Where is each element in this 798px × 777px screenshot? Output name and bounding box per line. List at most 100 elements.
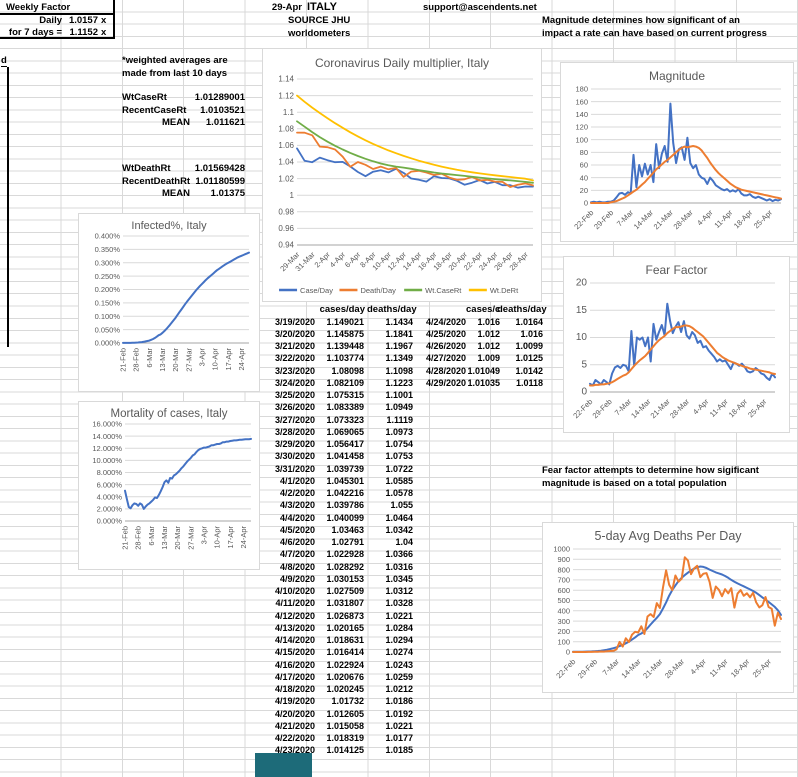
- table-cell[interactable]: 4/24/2020: [425, 316, 466, 327]
- support-email-cell[interactable]: support@ascendents.net: [423, 2, 537, 13]
- table-cell[interactable]: 1.045301: [326, 475, 364, 486]
- table-cell[interactable]: 1.1119: [386, 414, 413, 425]
- fear-factor-chart[interactable]: Fear Factor 0 5 10 15 20 22-Feb 29-Feb 7-Mar 14-M…: [563, 256, 790, 433]
- table-cell[interactable]: 1.0973: [385, 426, 413, 437]
- table-cell[interactable]: 1.012605: [326, 708, 364, 719]
- table-cell[interactable]: 3/25/2020: [274, 390, 315, 400]
- table-row[interactable]: 4/14/2020 1.018631 1.0294: [262, 634, 413, 646]
- table-cell[interactable]: 1.056417: [326, 439, 364, 449]
- table-cell[interactable]: 1.0177: [385, 733, 413, 743]
- country-cell[interactable]: ITALY: [307, 1, 337, 13]
- table-row[interactable]: 4/21/2020 1.015058 1.0221: [262, 720, 413, 732]
- wtcasert-value[interactable]: 1.01289001: [194, 92, 245, 103]
- table-row[interactable]: 3/31/2020 1.039739 1.0722: [262, 463, 413, 475]
- table-cell[interactable]: 4/12/2020: [274, 610, 315, 621]
- table-row[interactable]: 3/28/2020 1.069065 1.0973: [262, 426, 413, 438]
- table-cell[interactable]: 1.039739: [326, 463, 364, 474]
- table-cell[interactable]: 1.0125: [515, 353, 543, 364]
- table-cell[interactable]: 1.083389: [326, 402, 364, 413]
- table-cell[interactable]: 4/27/2020: [425, 353, 466, 364]
- table-row[interactable]: 4/5/2020 1.03463 1.0342: [262, 524, 413, 536]
- table-cell[interactable]: 1.0099: [515, 341, 543, 351]
- table-cell[interactable]: 1.0366: [385, 549, 413, 560]
- table-cell[interactable]: 4/7/2020: [279, 549, 315, 560]
- table-cell[interactable]: 4/13/2020: [274, 622, 315, 633]
- table-cell[interactable]: 1.0186: [385, 696, 413, 707]
- table-cell[interactable]: 1.040099: [326, 512, 364, 523]
- table-cell[interactable]: 4/22/2020: [274, 733, 315, 743]
- magnitude-chart[interactable]: Magnitude 0 20 40 60 80 100 120 140 160 180 22-Feb 2…: [560, 62, 794, 242]
- table-row[interactable]: 4/6/2020 1.02791 1.04: [262, 536, 413, 548]
- table-cell[interactable]: 1.0221: [385, 610, 413, 621]
- table-cell[interactable]: 1.055: [390, 500, 413, 511]
- table-cell[interactable]: 1.026873: [326, 610, 364, 621]
- table-cell[interactable]: 4/10/2020: [274, 586, 315, 596]
- table-cell[interactable]: 1.0585: [385, 475, 413, 486]
- table-cell[interactable]: 3/20/2020: [274, 328, 315, 339]
- source-line2-cell[interactable]: worldometers: [288, 27, 351, 39]
- table-row[interactable]: 3/27/2020 1.073323 1.1119: [262, 414, 413, 426]
- wtcasert-label[interactable]: WtCaseRt: [122, 92, 167, 103]
- table-cell[interactable]: 1.012: [477, 341, 500, 351]
- table-row[interactable]: 4/10/2020 1.027509 1.0312: [262, 585, 413, 597]
- table-row[interactable]: 3/30/2020 1.041458 1.0753: [262, 450, 413, 462]
- table-row[interactable]: 3/22/2020 1.103774 1.1349: [262, 352, 413, 364]
- table-cell[interactable]: 1.139448: [326, 341, 364, 351]
- case-mean-value[interactable]: 1.011621: [205, 117, 245, 128]
- case-mean-label[interactable]: MEAN: [162, 117, 190, 128]
- table-row[interactable]: 4/19/2020 1.01732 1.0186: [262, 695, 413, 707]
- table-cell[interactable]: 3/23/2020: [274, 365, 315, 376]
- table-row[interactable]: 4/8/2020 1.028292 1.0316: [262, 561, 413, 573]
- table-row[interactable]: 4/7/2020 1.022928 1.0366: [262, 548, 413, 560]
- table-cell[interactable]: 4/26/2020: [425, 341, 466, 351]
- table-cell[interactable]: 3/31/2020: [274, 463, 315, 474]
- table-row[interactable]: 3/26/2020 1.083389 1.0949: [262, 401, 413, 413]
- table-cell[interactable]: 1.016: [520, 328, 543, 339]
- table-cell[interactable]: 1.031807: [326, 598, 364, 609]
- table-cell[interactable]: 1.082109: [326, 377, 364, 388]
- table-row[interactable]: 3/24/2020 1.082109 1.1223: [262, 377, 413, 389]
- table-cell[interactable]: 4/20/2020: [274, 708, 315, 719]
- table-cell[interactable]: 1.1098: [385, 365, 413, 376]
- table-cell[interactable]: 1.027509: [326, 586, 364, 596]
- daily-factor-value[interactable]: 1.0157: [68, 14, 98, 26]
- table-cell[interactable]: 1.039786: [326, 500, 364, 511]
- table-cell[interactable]: 4/8/2020: [279, 561, 315, 572]
- table-cell[interactable]: 1.030153: [326, 573, 364, 584]
- table-cell[interactable]: 1.0316: [385, 561, 413, 572]
- weighted-note-line1[interactable]: *weighted averages are: [122, 55, 228, 66]
- table-cell[interactable]: 1.0284: [385, 622, 413, 633]
- table-row[interactable]: 3/25/2020 1.075315 1.1001: [262, 389, 413, 401]
- table-cell[interactable]: 1.022928: [326, 549, 364, 560]
- table-row[interactable]: 3/21/2020 1.139448 1.1967: [262, 340, 413, 352]
- right-table-header-cases[interactable]: cases/c: [466, 304, 501, 315]
- table-row[interactable]: 4/20/2020 1.012605 1.0192: [262, 708, 413, 720]
- table-row[interactable]: 4/25/2020 1.012 1.016: [419, 328, 543, 340]
- magnitude-note-line2[interactable]: impact a rate can have based on current …: [542, 27, 767, 39]
- table-row[interactable]: 4/11/2020 1.031807 1.0328: [262, 597, 413, 609]
- table-cell[interactable]: 1.0722: [385, 463, 413, 474]
- table-cell[interactable]: 4/14/2020: [274, 635, 315, 645]
- table-cell[interactable]: 1.0164: [515, 316, 543, 327]
- table-cell[interactable]: 1.0185: [385, 745, 413, 756]
- table-cell[interactable]: 3/28/2020: [274, 426, 315, 437]
- table-row[interactable]: 4/3/2020 1.039786 1.055: [262, 499, 413, 511]
- table-cell[interactable]: 4/15/2020: [274, 647, 315, 658]
- table-cell[interactable]: 1.0342: [385, 524, 413, 535]
- table-row[interactable]: 4/4/2020 1.040099 1.0464: [262, 512, 413, 524]
- daily-multiplier-chart[interactable]: Coronavirus Daily multiplier, Italy 0.94 0…: [262, 48, 542, 302]
- table-row[interactable]: 4/15/2020 1.016414 1.0274: [262, 646, 413, 658]
- table-cell[interactable]: 3/19/2020: [274, 316, 315, 327]
- table-cell[interactable]: 4/25/2020: [425, 328, 466, 339]
- wtdeathrt-label[interactable]: WtDeathRt: [122, 163, 171, 174]
- table-cell[interactable]: 4/23/2020: [274, 745, 315, 756]
- table-cell[interactable]: 3/29/2020: [274, 439, 315, 449]
- magnitude-note-line1[interactable]: Magnitude determines how significant of …: [542, 15, 740, 26]
- week-factor-label[interactable]: for 7 days =: [8, 27, 62, 38]
- table-cell[interactable]: 1.0259: [385, 671, 413, 682]
- table-cell[interactable]: 3/21/2020: [274, 341, 315, 351]
- table-row[interactable]: 4/17/2020 1.020676 1.0259: [262, 671, 413, 683]
- week-factor-suffix[interactable]: x: [101, 27, 107, 38]
- recentdeathrt-label[interactable]: RecentDeathRt: [122, 175, 191, 187]
- table-cell[interactable]: 4/16/2020: [274, 659, 315, 670]
